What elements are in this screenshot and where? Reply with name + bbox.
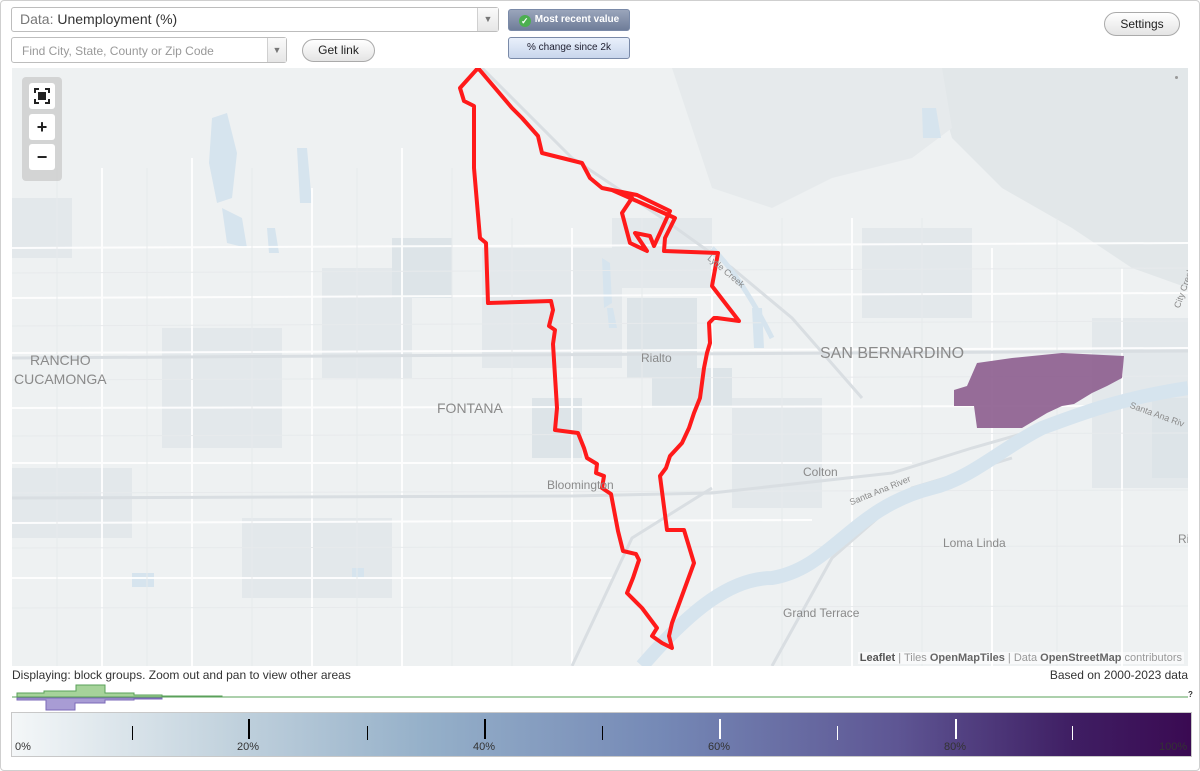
data-select-value: Unemployment (%) — [57, 11, 178, 27]
data-link[interactable]: OpenStreetMap — [1040, 652, 1122, 664]
most-recent-value-toggle[interactable]: ✓ Most recent value — [508, 9, 630, 31]
place-label: Grand Terrace — [783, 606, 860, 620]
based-on-text: Based on 2000-2023 data — [1049, 668, 1188, 682]
legend-tick — [248, 719, 250, 739]
place-label: Loma Linda — [943, 536, 1006, 550]
chevron-down-icon[interactable]: ▼ — [477, 8, 498, 31]
zoom-out-button[interactable]: − — [29, 144, 55, 170]
place-label: Rialto — [641, 351, 672, 365]
legend-tick — [484, 719, 486, 739]
legend-tick — [955, 719, 957, 739]
legend-tick — [602, 726, 603, 740]
tiles-link[interactable]: OpenMapTiles — [929, 652, 1005, 664]
data-select-label: Data: — [20, 11, 54, 27]
legend-label: 0% — [15, 741, 31, 753]
map-tiles — [12, 68, 1188, 666]
legend-label: 20% — [237, 741, 260, 753]
map-marker — [1175, 76, 1178, 79]
get-link-button[interactable]: Get link — [302, 39, 375, 62]
legend-label: 100% — [1159, 741, 1188, 753]
place-label: FONTANA — [437, 400, 503, 416]
percent-change-toggle[interactable]: % change since 2k — [508, 37, 630, 59]
data-select[interactable]: Data: Unemployment (%) ▼ — [11, 7, 499, 32]
checkmark-icon: ✓ — [518, 15, 531, 27]
legend-tick — [719, 719, 721, 739]
chevron-down-icon[interactable]: ▼ — [267, 38, 286, 62]
color-legend: 0% 20% 40% 60% 80% 100% — [12, 713, 1191, 756]
map-attribution: Leaflet | Tiles OpenMapTiles | Data Open… — [857, 652, 1184, 664]
location-search-input[interactable] — [20, 39, 274, 63]
legend-tick — [1072, 726, 1073, 740]
location-search[interactable]: ▼ — [11, 37, 287, 63]
place-label: Ri — [1178, 532, 1188, 546]
zoom-controls: + − — [22, 77, 62, 181]
fit-bounds-icon[interactable] — [29, 83, 55, 109]
distribution-histogram — [12, 684, 1188, 711]
place-label: Colton — [803, 465, 838, 479]
place-label: SAN BERNARDINO — [820, 345, 965, 362]
displaying-text: Displaying: block groups. Zoom out and p… — [12, 668, 351, 682]
place-label: RANCHO — [30, 352, 91, 368]
place-label: CUCAMONGA — [14, 371, 107, 387]
leaflet-link[interactable]: Leaflet — [859, 652, 896, 664]
legend-label: 40% — [473, 741, 496, 753]
settings-button[interactable]: Settings — [1104, 12, 1180, 36]
legend-tick — [367, 726, 368, 740]
map-view[interactable]: RANCHO CUCAMONGA FONTANA SAN BERNARDINO … — [12, 68, 1188, 666]
place-label: Bloomington — [547, 478, 614, 492]
legend-tick — [837, 726, 838, 740]
histogram-unknown-label: ? — [1188, 690, 1193, 699]
legend-label: 80% — [944, 741, 967, 753]
legend-label: 60% — [708, 741, 731, 753]
legend-tick — [132, 726, 133, 740]
most-recent-value-label: Most recent value — [534, 14, 620, 25]
zoom-in-button[interactable]: + — [29, 114, 55, 140]
